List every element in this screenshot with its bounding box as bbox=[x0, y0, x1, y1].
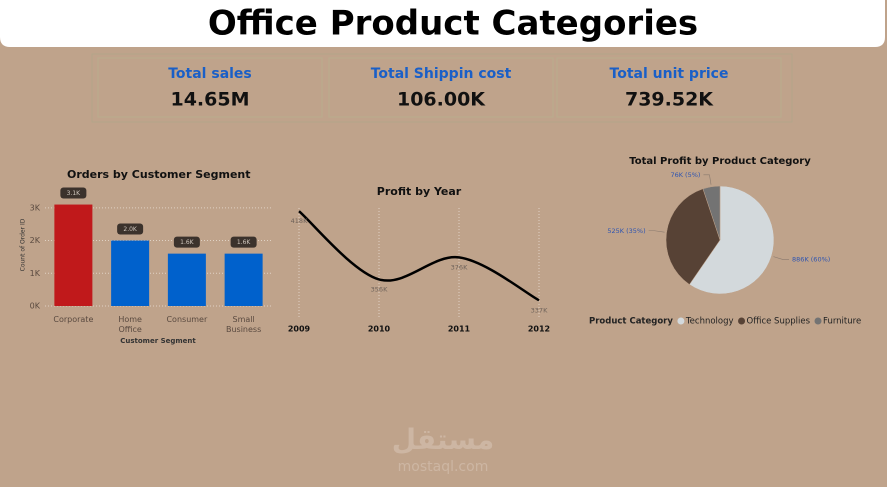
bar bbox=[167, 253, 206, 306]
bar bbox=[224, 253, 263, 306]
pie-slice bbox=[702, 185, 721, 241]
x-tick-label: Corporate bbox=[53, 315, 94, 324]
legend-title: Product Category bbox=[589, 317, 673, 327]
kpi-card bbox=[556, 57, 782, 118]
x-tick-label: Consumer bbox=[166, 315, 208, 324]
data-label: 1.6K bbox=[237, 239, 252, 246]
y-tick-label: 0K bbox=[30, 302, 41, 311]
kpi-value: 739.52K bbox=[625, 89, 714, 111]
x-tick-label: Small Business bbox=[225, 315, 262, 334]
x-axis-label: Customer Segment bbox=[120, 337, 196, 345]
bar bbox=[54, 204, 93, 306]
kpi-card bbox=[97, 57, 323, 118]
kpi-card bbox=[328, 57, 554, 118]
line bbox=[298, 210, 540, 302]
kpi-label: Total Shippin cost bbox=[371, 66, 512, 82]
kpi-value: 14.65M bbox=[170, 89, 249, 111]
data-label: 418K bbox=[291, 217, 308, 225]
kpi-label: Total unit price bbox=[610, 66, 729, 82]
legend-label: Furniture bbox=[823, 317, 861, 327]
x-tick-label: 2012 bbox=[528, 325, 550, 334]
pie-slice bbox=[665, 188, 721, 285]
data-label: 356K bbox=[371, 285, 388, 293]
legend-label: Technology bbox=[685, 317, 734, 327]
data-label-bg bbox=[60, 187, 87, 199]
x-tick-label: 2011 bbox=[448, 325, 471, 334]
bar bbox=[111, 240, 150, 306]
data-label: 886K (60%) bbox=[792, 256, 830, 264]
legend-label: Office Supplies bbox=[747, 317, 811, 327]
data-label: 1.6K bbox=[180, 239, 195, 246]
x-tick-label: 2009 bbox=[288, 325, 311, 334]
data-label-bg bbox=[117, 223, 144, 235]
leader-line bbox=[703, 174, 712, 185]
x-tick-label: Home Office bbox=[118, 315, 142, 334]
leader-line bbox=[648, 230, 665, 233]
kpi-value: 106.00K bbox=[397, 89, 486, 111]
chart-title: Profit by Year bbox=[377, 185, 462, 198]
header-bar bbox=[0, 0, 885, 47]
data-label: 76K (5%) bbox=[670, 171, 700, 179]
chart-title: Total Profit by Product Category bbox=[629, 156, 811, 167]
data-label: 3.1K bbox=[67, 190, 82, 197]
y-tick-label: 3K bbox=[30, 203, 41, 212]
kpi-label: Total sales bbox=[168, 66, 252, 82]
cards-frame bbox=[91, 53, 793, 123]
x-tick-label: 2010 bbox=[368, 325, 391, 334]
watermark: مستقل bbox=[392, 423, 494, 456]
data-label: 525K (35%) bbox=[607, 227, 645, 235]
data-label: 376K bbox=[451, 263, 468, 271]
legend-swatch bbox=[677, 317, 685, 325]
pie-slice bbox=[689, 185, 775, 295]
data-label: 2.0K bbox=[123, 226, 138, 233]
data-label-bg bbox=[173, 236, 200, 248]
page-title: Office Product Categories bbox=[208, 4, 698, 44]
y-axis-label: Count of Order ID bbox=[20, 218, 27, 271]
data-label-bg bbox=[230, 236, 257, 248]
leader-line bbox=[773, 256, 790, 260]
watermark: mostaql.com bbox=[398, 459, 489, 475]
y-tick-label: 2K bbox=[30, 236, 41, 245]
data-label: 337K bbox=[531, 306, 548, 314]
legend-swatch bbox=[814, 317, 822, 325]
y-tick-label: 1K bbox=[30, 269, 41, 278]
legend-swatch bbox=[738, 317, 746, 325]
chart-title: Orders by Customer Segment bbox=[67, 168, 251, 181]
